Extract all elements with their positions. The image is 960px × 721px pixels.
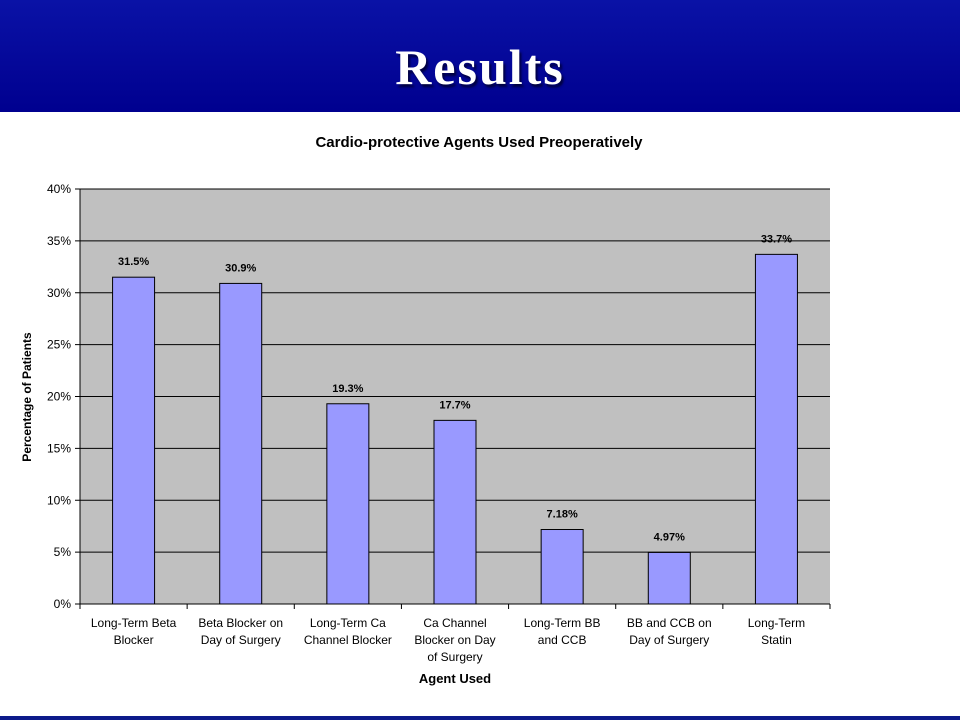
data-label: 33.7%	[761, 233, 792, 245]
bar	[326, 403, 370, 605]
y-tick-label: 35%	[47, 234, 71, 248]
y-tick-label: 0%	[54, 597, 72, 611]
x-tick-label: Long-Term Statin	[748, 616, 805, 647]
data-label: 30.9%	[225, 262, 256, 274]
bar	[647, 551, 691, 605]
bar	[219, 282, 263, 605]
data-label: 4.97%	[654, 531, 685, 543]
bar	[433, 419, 477, 605]
y-tick-label: 25%	[47, 338, 71, 352]
y-tick-label: 15%	[47, 441, 71, 455]
data-label: 19.3%	[332, 383, 363, 395]
data-labels: 31.5% 30.9% 19.3% 17.7% 7.18% 4.97% 33.7%	[118, 233, 792, 543]
x-tick-label: Ca Channel Blocker on Day of Surgery	[414, 616, 495, 664]
bar-chart: Cardio-protective Agents Used Preoperati…	[20, 134, 831, 686]
x-tick-label: Long-Term Ca Channel Blocker	[304, 616, 392, 647]
chart-title: Cardio-protective Agents Used Preoperati…	[315, 134, 643, 151]
data-label: 7.18%	[547, 509, 578, 521]
y-tick-label: 10%	[47, 493, 71, 507]
y-tick-label: 30%	[47, 286, 71, 300]
x-tick-label: Long-Term Beta Blocker	[91, 616, 177, 647]
data-label: 31.5%	[118, 256, 149, 268]
y-axis-label: Percentage of Patients	[20, 332, 34, 462]
x-tick-label: BB and CCB on Day of Surgery	[627, 616, 712, 647]
y-tick-label: 5%	[54, 545, 72, 559]
x-tick-label: Beta Blocker on Day of Surgery	[198, 616, 283, 647]
x-tick-label: Long-Term BB and CCB	[524, 616, 601, 647]
slide-title: Results	[395, 39, 565, 95]
bar	[112, 276, 156, 605]
bars	[112, 253, 798, 605]
y-axis-ticks: 0% 5% 10% 15% 20% 25% 30% 35% 40%	[47, 182, 80, 611]
y-tick-label: 20%	[47, 390, 71, 404]
x-axis-label: Agent Used	[419, 671, 491, 686]
x-axis-ticks: Long-Term Beta Blocker Beta Blocker on Day …	[79, 604, 831, 664]
bar	[754, 253, 798, 605]
y-tick-label: 40%	[47, 182, 71, 196]
footer-rule	[0, 716, 960, 720]
bar	[540, 529, 584, 605]
chart-panel: Cardio-protective Agents Used Preoperati…	[0, 112, 960, 716]
slide-header: Results	[0, 0, 960, 112]
data-label: 17.7%	[439, 399, 470, 411]
